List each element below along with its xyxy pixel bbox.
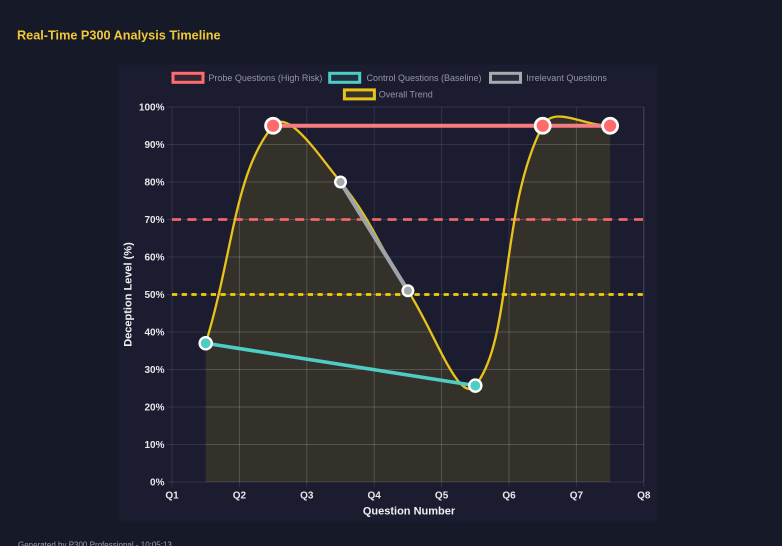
svg-text:Irrelevant Questions: Irrelevant Questions xyxy=(526,73,607,83)
svg-text:10%: 10% xyxy=(144,440,164,451)
svg-text:Q5: Q5 xyxy=(435,491,449,502)
svg-text:Q1: Q1 xyxy=(165,491,179,502)
svg-text:40%: 40% xyxy=(144,328,164,339)
svg-text:80%: 80% xyxy=(144,178,164,189)
svg-text:Control Questions (Baseline): Control Questions (Baseline) xyxy=(367,73,482,83)
svg-text:Deception Level (%): Deception Level (%) xyxy=(123,242,135,347)
svg-text:Q8: Q8 xyxy=(637,491,651,502)
svg-text:Q2: Q2 xyxy=(233,491,247,502)
svg-text:60%: 60% xyxy=(144,253,164,264)
svg-text:50%: 50% xyxy=(144,290,164,301)
svg-text:Probe Questions (High Risk): Probe Questions (High Risk) xyxy=(208,73,322,83)
svg-text:Q6: Q6 xyxy=(502,491,516,502)
svg-text:70%: 70% xyxy=(144,215,164,226)
svg-text:Q4: Q4 xyxy=(368,491,382,502)
svg-text:Real-Time P300 Analysis Timeli: Real-Time P300 Analysis Timeline xyxy=(17,29,221,43)
svg-text:Generated by P300 Professional: Generated by P300 Professional - 10:05:1… xyxy=(18,540,172,546)
svg-text:100%: 100% xyxy=(139,103,165,114)
svg-text:Overall Trend: Overall Trend xyxy=(379,90,433,100)
svg-text:0%: 0% xyxy=(150,478,165,489)
svg-text:Question Number: Question Number xyxy=(363,505,456,517)
svg-text:Q3: Q3 xyxy=(300,491,314,502)
svg-text:Q7: Q7 xyxy=(570,491,584,502)
svg-text:90%: 90% xyxy=(144,140,164,151)
svg-text:30%: 30% xyxy=(144,365,164,376)
svg-text:20%: 20% xyxy=(144,403,164,414)
